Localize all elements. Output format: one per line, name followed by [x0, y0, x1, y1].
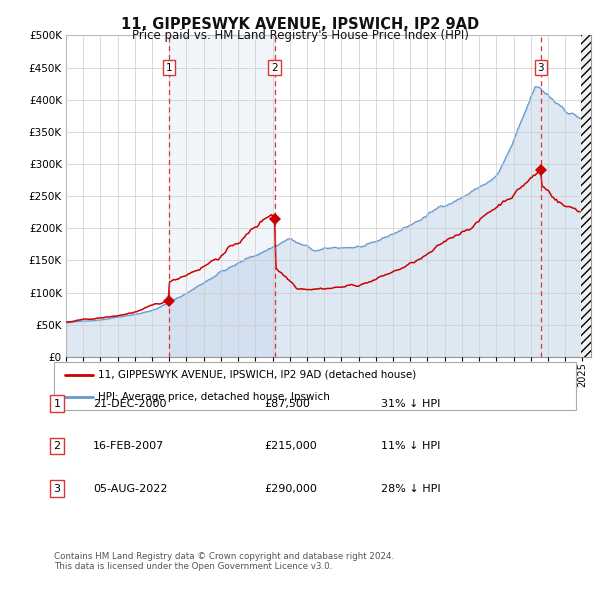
Text: 1: 1 — [166, 63, 172, 73]
Text: £87,500: £87,500 — [264, 399, 310, 408]
Text: 28% ↓ HPI: 28% ↓ HPI — [381, 484, 440, 493]
Text: £215,000: £215,000 — [264, 441, 317, 451]
Text: Contains HM Land Registry data © Crown copyright and database right 2024.
This d: Contains HM Land Registry data © Crown c… — [54, 552, 394, 571]
Text: HPI: Average price, detached house, Ipswich: HPI: Average price, detached house, Ipsw… — [98, 392, 330, 402]
Text: 21-DEC-2000: 21-DEC-2000 — [93, 399, 167, 408]
Text: 31% ↓ HPI: 31% ↓ HPI — [381, 399, 440, 408]
FancyBboxPatch shape — [54, 362, 576, 410]
Bar — [581, 35, 591, 357]
Text: 2: 2 — [53, 441, 61, 451]
Text: 11, GIPPESWYK AVENUE, IPSWICH, IP2 9AD (detached house): 11, GIPPESWYK AVENUE, IPSWICH, IP2 9AD (… — [98, 370, 416, 380]
Text: Price paid vs. HM Land Registry's House Price Index (HPI): Price paid vs. HM Land Registry's House … — [131, 30, 469, 42]
Bar — [169, 35, 275, 357]
Text: 11% ↓ HPI: 11% ↓ HPI — [381, 441, 440, 451]
Text: 11, GIPPESWYK AVENUE, IPSWICH, IP2 9AD: 11, GIPPESWYK AVENUE, IPSWICH, IP2 9AD — [121, 17, 479, 31]
Text: 05-AUG-2022: 05-AUG-2022 — [93, 484, 167, 493]
Text: 16-FEB-2007: 16-FEB-2007 — [93, 441, 164, 451]
Text: 3: 3 — [53, 484, 61, 493]
Text: 3: 3 — [538, 63, 544, 73]
Bar — [581, 35, 591, 357]
Text: 1: 1 — [53, 399, 61, 408]
Text: 2: 2 — [271, 63, 278, 73]
Text: £290,000: £290,000 — [264, 484, 317, 493]
